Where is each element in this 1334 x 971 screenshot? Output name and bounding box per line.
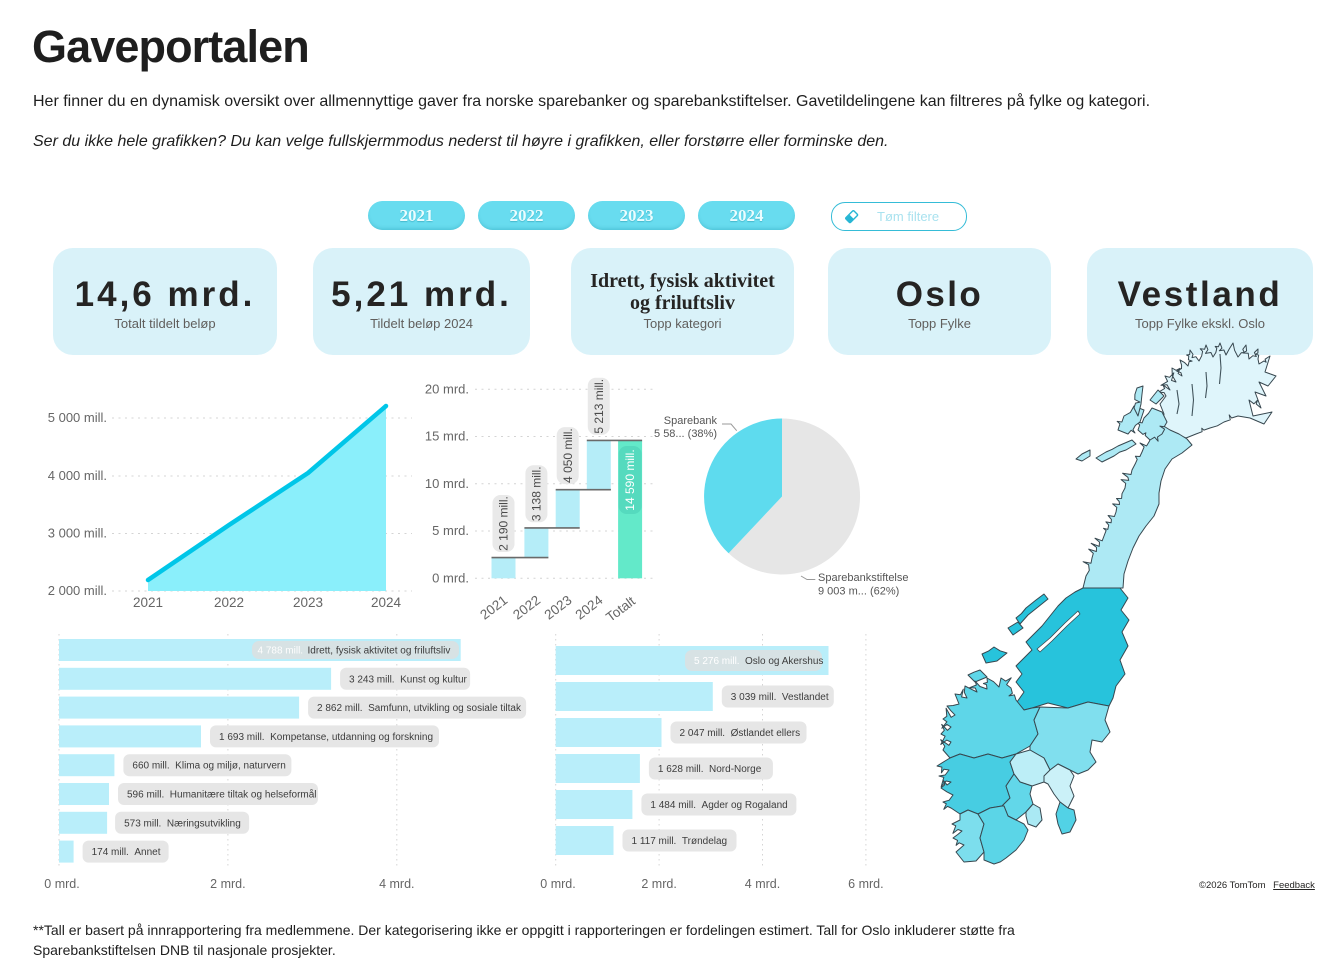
svg-text:1 628 mill. Nord-Norge: 1 628 mill. Nord-Norge [658, 764, 762, 775]
svg-text:2 862 mill. Samfunn, utviklin: 2 862 mill. Samfunn, utvikling og sosial… [317, 703, 522, 714]
svg-text:5 213 mill.: 5 213 mill. [592, 379, 606, 434]
svg-text:2 000 mill.: 2 000 mill. [48, 583, 107, 598]
svg-text:2 mrd.: 2 mrd. [641, 877, 676, 891]
svg-text:2021: 2021 [133, 595, 163, 610]
svg-text:4 mrd.: 4 mrd. [379, 877, 414, 891]
svg-text:4 mrd.: 4 mrd. [745, 877, 780, 891]
svg-text:3 138 mill.: 3 138 mill. [530, 466, 544, 521]
svg-text:4 788 mill.: 4 788 mill. [258, 646, 304, 657]
svg-text:Idrett, fysisk aktivitet og fr: Idrett, fysisk aktivitet og friluftsliv [308, 646, 451, 657]
svg-text:3 039 mill. Vestlandet: 3 039 mill. Vestlandet [731, 692, 829, 703]
svg-text:1 117 mill. Trøndelag: 1 117 mill. Trøndelag [632, 836, 728, 847]
svg-text:5 58... (38%): 5 58... (38%) [654, 428, 717, 440]
svg-text:2023: 2023 [293, 595, 323, 610]
svg-text:2023: 2023 [541, 592, 574, 620]
svg-text:5 276 mill.: 5 276 mill. [694, 656, 740, 667]
svg-text:2024: 2024 [371, 595, 402, 610]
svg-text:4 050 mill.: 4 050 mill. [561, 428, 575, 483]
svg-text:2022: 2022 [214, 595, 244, 610]
svg-text:2021: 2021 [477, 592, 510, 620]
svg-text:2 047 mill. Østlandet ellers: 2 047 mill. Østlandet ellers [680, 728, 801, 739]
svg-text:573 mill. Næringsutvikling: 573 mill. Næringsutvikling [124, 818, 241, 829]
svg-text:2022: 2022 [510, 592, 543, 620]
svg-text:0 mrd.: 0 mrd. [540, 877, 575, 891]
svg-text:3 243 mill. Kunst og kultur: 3 243 mill. Kunst og kultur [349, 674, 468, 685]
svg-text:Sparebankstiftelse: Sparebankstiftelse [818, 572, 909, 584]
svg-text:0 mrd.: 0 mrd. [44, 877, 79, 891]
svg-text:2024: 2024 [573, 592, 606, 620]
svg-text:1 693 mill. Kompetanse, utdan: 1 693 mill. Kompetanse, utdanning og for… [219, 732, 433, 743]
svg-text:6 mrd.: 6 mrd. [848, 877, 883, 891]
svg-text:4 000 mill.: 4 000 mill. [48, 468, 107, 483]
svg-text:14 590 mill.: 14 590 mill. [623, 449, 637, 510]
svg-text:5 mrd.: 5 mrd. [432, 523, 469, 538]
svg-text:Oslo og Akershus: Oslo og Akershus [745, 656, 823, 667]
svg-text:10 mrd.: 10 mrd. [425, 476, 469, 491]
svg-text:660 mill. Klima og miljø, nat: 660 mill. Klima og miljø, naturvern [132, 761, 285, 772]
svg-text:2 mrd.: 2 mrd. [210, 877, 245, 891]
svg-text:15 mrd.: 15 mrd. [425, 429, 469, 444]
svg-text:9 003 m... (62%): 9 003 m... (62%) [818, 586, 899, 598]
svg-text:1 484 mill. Agder og Rogaland: 1 484 mill. Agder og Rogaland [650, 800, 787, 811]
svg-text:5 000 mill.: 5 000 mill. [48, 410, 107, 425]
svg-text:0 mrd.: 0 mrd. [432, 570, 469, 585]
svg-text:20 mrd.: 20 mrd. [425, 381, 469, 396]
svg-text:596 mill. Humanitære tiltak o: 596 mill. Humanitære tiltak og helseform… [127, 789, 317, 801]
svg-text:2 190 mill.: 2 190 mill. [497, 496, 511, 551]
svg-text:Sparebank: Sparebank [664, 415, 718, 427]
svg-text:3 000 mill.: 3 000 mill. [48, 526, 107, 541]
svg-text:174 mill. Annet: 174 mill. Annet [92, 847, 161, 858]
